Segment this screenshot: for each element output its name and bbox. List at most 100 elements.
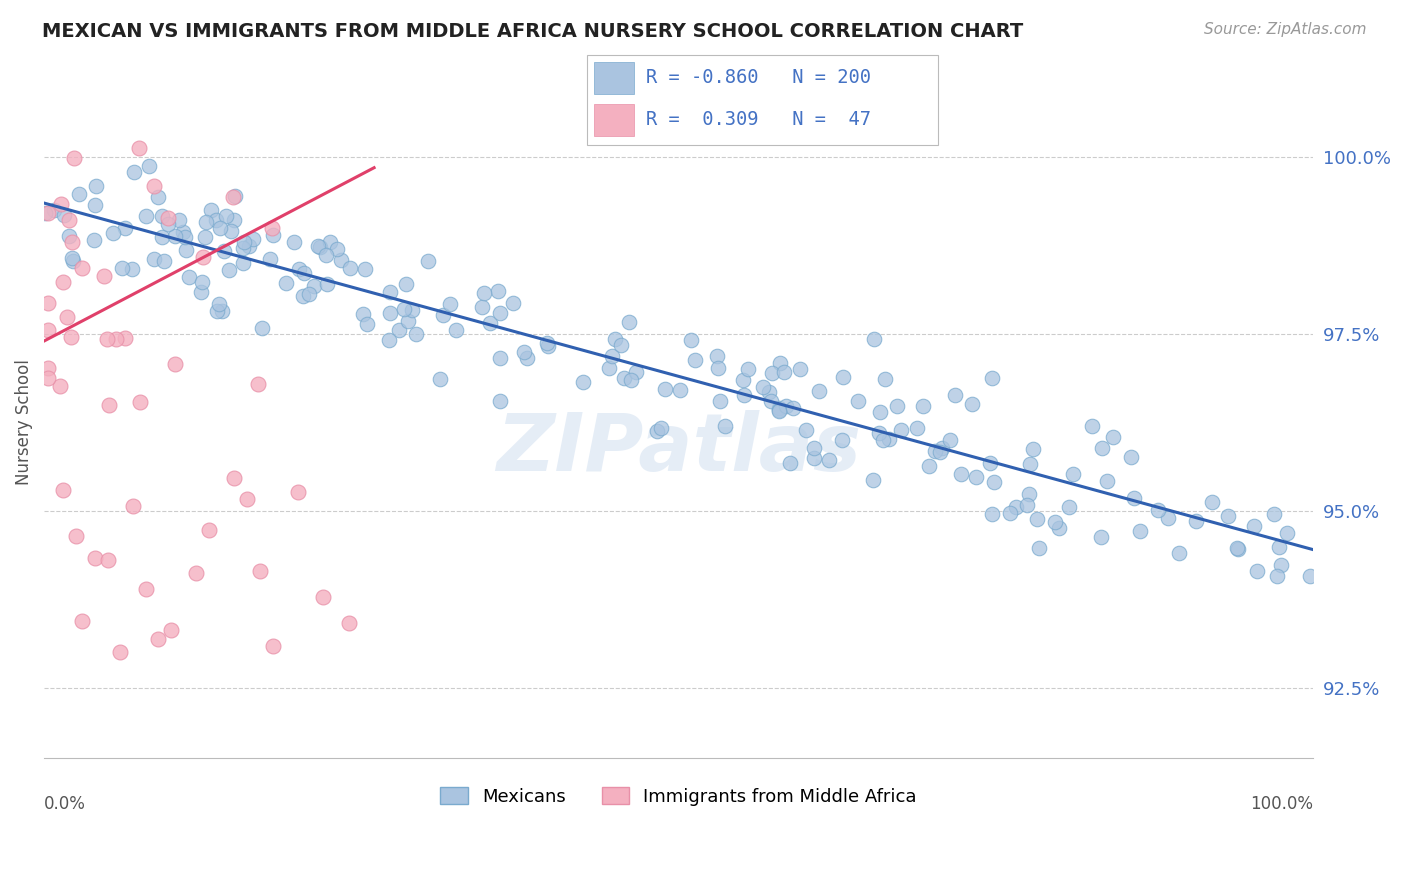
Point [619, 373, 641, 387]
Point [1062, 467, 1084, 482]
Point [759, 393, 782, 408]
Point [156, 217, 179, 231]
Point [67, 186, 90, 201]
Point [613, 371, 636, 385]
FancyBboxPatch shape [595, 62, 634, 94]
Point [190, 285, 212, 299]
Point [172, 226, 194, 240]
Point [1122, 491, 1144, 506]
Point [929, 445, 952, 459]
Point [600, 349, 623, 363]
Point [877, 433, 900, 447]
Point [380, 285, 402, 299]
Point [488, 351, 510, 365]
Point [1090, 530, 1112, 544]
Point [1043, 515, 1066, 529]
Point [52, 275, 75, 289]
Point [645, 424, 668, 438]
Point [472, 286, 495, 301]
Point [1091, 441, 1114, 455]
Point [949, 467, 972, 481]
Point [209, 221, 232, 235]
Point [58, 213, 80, 227]
Point [768, 402, 790, 417]
Point [200, 203, 222, 218]
Point [489, 394, 512, 409]
Point [1299, 569, 1322, 583]
Point [486, 284, 509, 298]
Point [1226, 541, 1249, 555]
Point [983, 475, 1005, 489]
Point [905, 421, 928, 435]
Point [998, 506, 1021, 520]
Point [274, 276, 297, 290]
Point [353, 261, 375, 276]
Point [772, 365, 794, 379]
Point [862, 332, 884, 346]
Point [1270, 558, 1292, 572]
Point [733, 373, 755, 387]
Point [242, 232, 264, 246]
Point [51, 197, 73, 211]
Point [219, 224, 242, 238]
Point [37, 360, 59, 375]
Point [205, 304, 228, 318]
Point [779, 456, 801, 470]
Point [1022, 442, 1045, 456]
Point [143, 179, 166, 194]
Point [817, 453, 839, 467]
Point [380, 306, 402, 320]
Point [768, 404, 790, 418]
Point [603, 332, 626, 346]
Point [761, 366, 783, 380]
Point [152, 254, 174, 268]
Point [808, 384, 831, 399]
Point [37, 323, 59, 337]
Point [72, 260, 94, 275]
Point [1015, 498, 1038, 512]
Point [37, 206, 59, 220]
Point [160, 623, 183, 637]
Point [619, 315, 641, 329]
Point [262, 639, 284, 653]
Point [873, 372, 896, 386]
Point [1268, 540, 1291, 554]
Point [803, 442, 825, 456]
Point [174, 230, 197, 244]
Point [378, 333, 401, 347]
Point [53, 208, 76, 222]
Point [769, 356, 792, 370]
Point [211, 303, 233, 318]
Point [1018, 457, 1040, 471]
Point [1059, 500, 1081, 514]
Point [980, 371, 1002, 385]
Point [356, 318, 378, 332]
Point [1227, 541, 1250, 556]
Point [1095, 474, 1118, 488]
Point [249, 564, 271, 578]
Point [70, 614, 93, 628]
Point [83, 233, 105, 247]
Point [287, 485, 309, 500]
Point [148, 632, 170, 646]
Point [536, 336, 558, 351]
Point [439, 297, 461, 311]
Point [60, 329, 83, 343]
Point [911, 399, 934, 413]
Point [142, 252, 165, 266]
Text: MEXICAN VS IMMIGRANTS FROM MIDDLE AFRICA NURSERY SCHOOL CORRELATION CHART: MEXICAN VS IMMIGRANTS FROM MIDDLE AFRICA… [42, 22, 1024, 41]
Point [1102, 429, 1125, 443]
Point [706, 349, 728, 363]
Point [681, 333, 703, 347]
Point [868, 426, 890, 441]
Point [307, 238, 329, 252]
Point [794, 423, 817, 437]
Point [396, 314, 419, 328]
Point [962, 397, 984, 411]
Point [224, 212, 246, 227]
Point [34, 206, 56, 220]
Point [352, 307, 374, 321]
Point [650, 421, 672, 435]
Point [737, 362, 759, 376]
Point [83, 197, 105, 211]
